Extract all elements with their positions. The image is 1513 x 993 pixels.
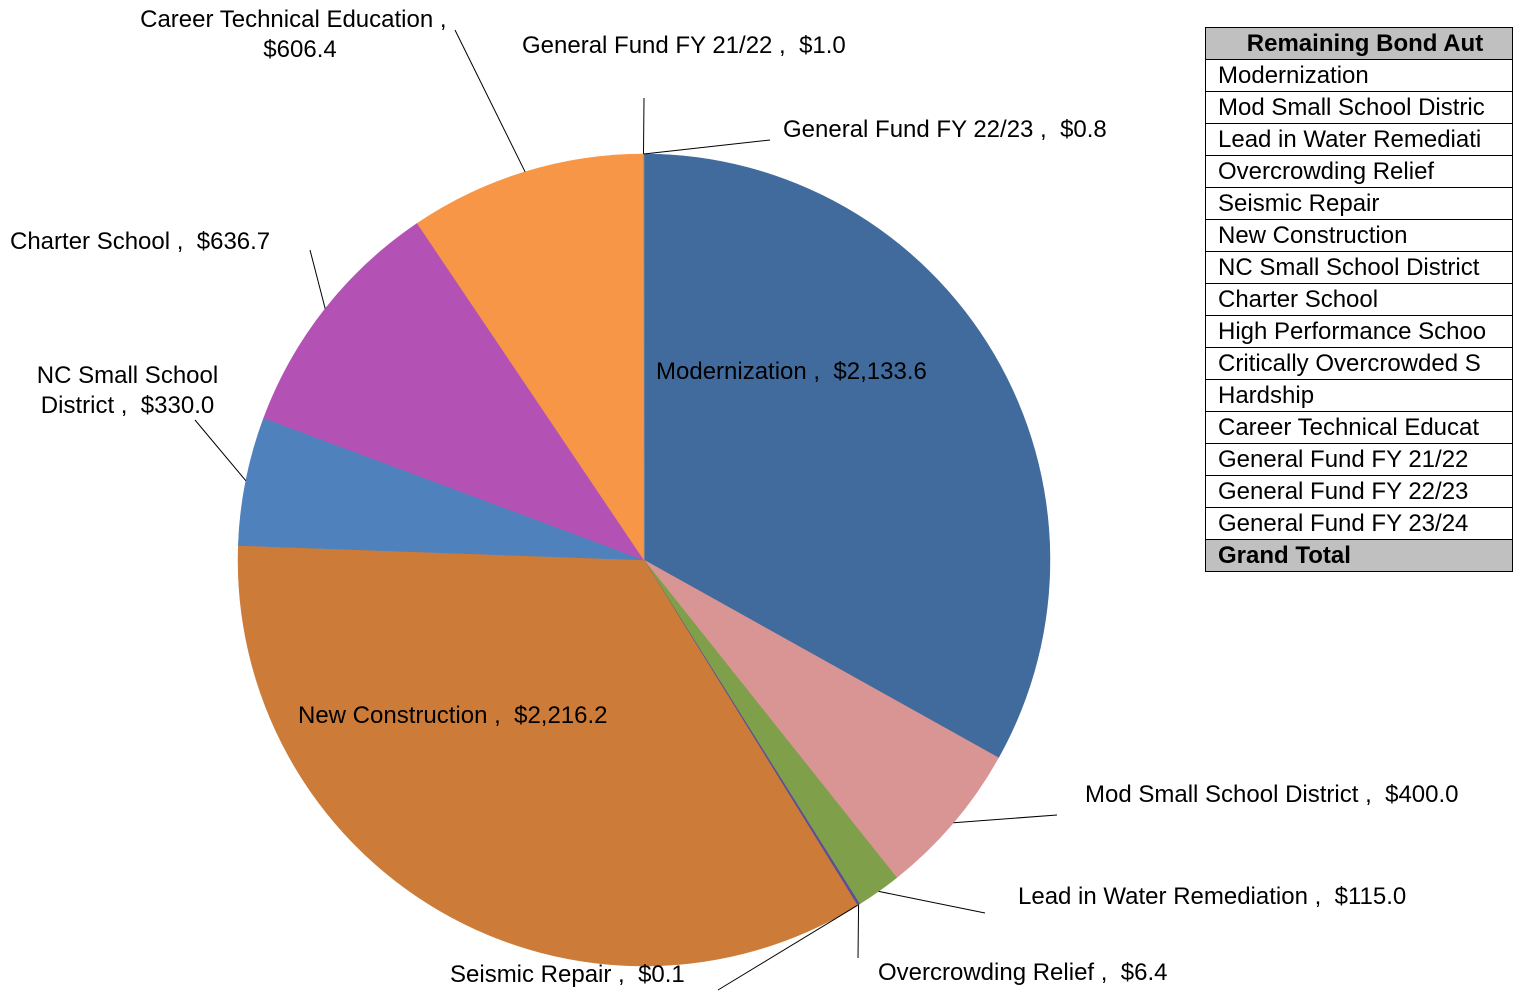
- table-row: High Performance Schoo: [1205, 315, 1513, 348]
- table-cell: Critically Overcrowded S: [1205, 347, 1513, 380]
- label-separator: ,: [1094, 959, 1121, 986]
- table-row: General Fund FY 22/23: [1205, 475, 1513, 508]
- data-label: General Fund FY 22/23 , $0.8: [783, 115, 1107, 145]
- table-row: Overcrowding Relief: [1205, 155, 1513, 188]
- leader-line: [717, 904, 858, 991]
- pie-slice: [416, 153, 645, 561]
- label-separator: ,: [611, 961, 639, 988]
- table-cell: Seismic Repair: [1205, 187, 1513, 220]
- table-row: Grand Total: [1205, 539, 1513, 572]
- table-body: Remaining Bond Aut Modernization Mod Small…: [1205, 27, 1513, 572]
- leader-line: [454, 29, 526, 173]
- label-separator: ,: [487, 702, 515, 729]
- label-value: $330.0: [140, 392, 215, 419]
- label-value: $0.8: [1060, 116, 1107, 143]
- data-label: Charter School , $636.7: [10, 227, 270, 257]
- table-row: New Construction: [1205, 219, 1513, 252]
- pie-slice: [237, 545, 858, 967]
- table-cell: Mod Small School Distric: [1205, 91, 1513, 124]
- leader-line: [953, 814, 1058, 824]
- table-cell: General Fund FY 23/24: [1205, 507, 1513, 540]
- table-row: Mod Small School Distric: [1205, 91, 1513, 124]
- label-separator: ,: [1307, 883, 1335, 910]
- table-row: Remaining Bond Aut: [1205, 27, 1513, 60]
- label-category: Charter School: [10, 228, 171, 255]
- label-category: General Fund FY 22/23: [783, 116, 1034, 143]
- label-value: $2,216.2: [514, 702, 608, 729]
- table-cell: Grand Total: [1205, 539, 1513, 572]
- label-separator: ,: [806, 358, 834, 385]
- data-label: Overcrowding Relief , $6.4: [878, 958, 1167, 988]
- label-category: NC Small School District: [36, 362, 219, 419]
- leader-line: [309, 249, 326, 309]
- data-label: Mod Small School District , $400.0: [1085, 780, 1459, 810]
- table-cell: Hardship: [1205, 379, 1513, 412]
- label-category: Modernization: [656, 358, 807, 385]
- pie-slice: [643, 559, 999, 879]
- label-category: General Fund FY 21/22: [522, 32, 773, 59]
- label-category: Seismic Repair: [450, 961, 612, 988]
- data-label: Lead in Water Remediation , $115.0: [1018, 882, 1406, 912]
- label-value: $2,133.6: [833, 358, 927, 385]
- table-cell: Lead in Water Remediati: [1205, 123, 1513, 156]
- table-row: Hardship: [1205, 379, 1513, 412]
- table-row: General Fund FY 23/24: [1205, 507, 1513, 540]
- leader-line: [643, 139, 771, 155]
- leader-line: [642, 97, 645, 155]
- table-row: Modernization: [1205, 59, 1513, 92]
- label-separator: ,: [114, 392, 141, 419]
- leader-line: [878, 890, 986, 914]
- table-cell: High Performance Schoo: [1205, 315, 1513, 348]
- table-row: General Fund FY 21/22: [1205, 443, 1513, 476]
- table-cell: New Construction: [1205, 219, 1513, 252]
- table-row: NC Small School District: [1205, 251, 1513, 284]
- label-category: New Construction: [298, 702, 488, 729]
- table-row: Lead in Water Remediati: [1205, 123, 1513, 156]
- label-value: $636.7: [196, 228, 271, 255]
- bond-table: Remaining Bond Aut Modernization Mod Small…: [1205, 27, 1513, 572]
- label-category: Mod Small School District: [1085, 781, 1359, 808]
- table-cell: Overcrowding Relief: [1205, 155, 1513, 188]
- table-cell: General Fund FY 21/22: [1205, 443, 1513, 476]
- label-separator: ,: [1358, 781, 1386, 808]
- label-value: $400.0: [1385, 781, 1459, 808]
- data-label: General Fund FY 21/22 , $1.0: [522, 31, 846, 61]
- label-category: Lead in Water Remediation: [1018, 883, 1308, 910]
- table-row: Critically Overcrowded S: [1205, 347, 1513, 380]
- table-cell: Modernization: [1205, 59, 1513, 92]
- leader-line: [857, 904, 860, 959]
- data-label: New Construction , $2,216.2: [298, 701, 608, 731]
- table-cell: NC Small School District: [1205, 251, 1513, 284]
- label-category: Overcrowding Relief: [878, 959, 1095, 986]
- label-separator: ,: [433, 6, 460, 33]
- data-label: NC Small School District , $330.0: [20, 361, 235, 421]
- table-cell: Charter School: [1205, 283, 1513, 316]
- label-separator: ,: [772, 32, 800, 59]
- table-cell: General Fund FY 22/23: [1205, 475, 1513, 508]
- pie-slice: [643, 153, 1051, 759]
- label-separator: ,: [170, 228, 197, 255]
- table-cell: Remaining Bond Aut: [1205, 27, 1513, 60]
- table-row: Career Technical Educat: [1205, 411, 1513, 444]
- label-value: $0.1: [638, 961, 685, 988]
- label-separator: ,: [1033, 116, 1061, 143]
- label-value: $1.0: [799, 32, 846, 59]
- label-value: $115.0: [1334, 883, 1407, 910]
- label-value: $6.4: [1120, 959, 1168, 986]
- leader-line: [194, 419, 247, 482]
- data-label: Modernization , $2,133.6: [656, 357, 927, 387]
- table-row: Charter School: [1205, 283, 1513, 316]
- data-label: Career Technical Education , $606.4: [130, 5, 470, 65]
- table-cell: Career Technical Educat: [1205, 411, 1513, 444]
- label-value: $606.4: [263, 36, 337, 63]
- data-label: Seismic Repair , $0.1: [450, 960, 685, 990]
- table-row: Seismic Repair: [1205, 187, 1513, 220]
- label-category: Career Technical Education: [140, 6, 434, 33]
